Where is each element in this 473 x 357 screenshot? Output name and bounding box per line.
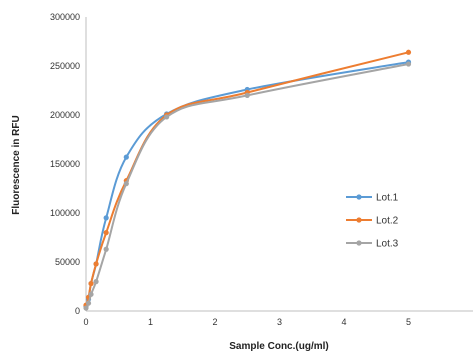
data-point [83,305,89,311]
data-point [88,291,94,297]
x-tick-label: 2 [212,317,217,327]
x-tick-label: 1 [148,317,153,327]
data-point [93,279,99,285]
y-axis-title: Fluorescence in RFU [11,115,22,214]
y-tick-label: 250000 [50,61,80,71]
y-tick-labels: 0 50000 100000 150000 200000 250000 300000 [50,12,80,316]
legend-swatch-marker [356,217,362,223]
data-point [85,300,92,306]
data-point [88,280,94,287]
legend-swatch-marker [356,240,362,246]
legend-label: Lot.2 [376,216,399,227]
data-point [123,181,129,187]
data-point [103,230,109,236]
x-tick-label: 4 [341,317,346,327]
legend: Lot.1 Lot.2 Lot.3 [346,193,399,250]
data-point [93,261,99,267]
data-point [244,92,250,98]
data-point [405,49,412,55]
x-axis-title: Sample Conc.(ug/ml) [229,341,328,352]
x-tick-labels: 0 1 2 3 4 5 [83,317,411,327]
y-tick-label: 150000 [50,159,80,169]
y-tick-label: 50000 [55,257,80,267]
series-group [83,49,412,311]
legend-swatch-marker [356,194,362,200]
data-point [164,114,170,120]
y-tick-label: 100000 [50,208,80,218]
x-tick-label: 3 [277,317,282,327]
x-tick-label: 5 [406,317,411,327]
legend-label: Lot.3 [376,239,399,250]
legend-label: Lot.1 [376,193,399,204]
y-tick-label: 300000 [50,12,80,22]
data-point [103,246,109,252]
y-tick-label: 0 [75,306,80,316]
x-tick-label: 0 [83,317,88,327]
data-point [103,215,109,221]
y-tick-label: 200000 [50,110,80,120]
data-point [405,61,412,67]
data-point [123,154,129,160]
